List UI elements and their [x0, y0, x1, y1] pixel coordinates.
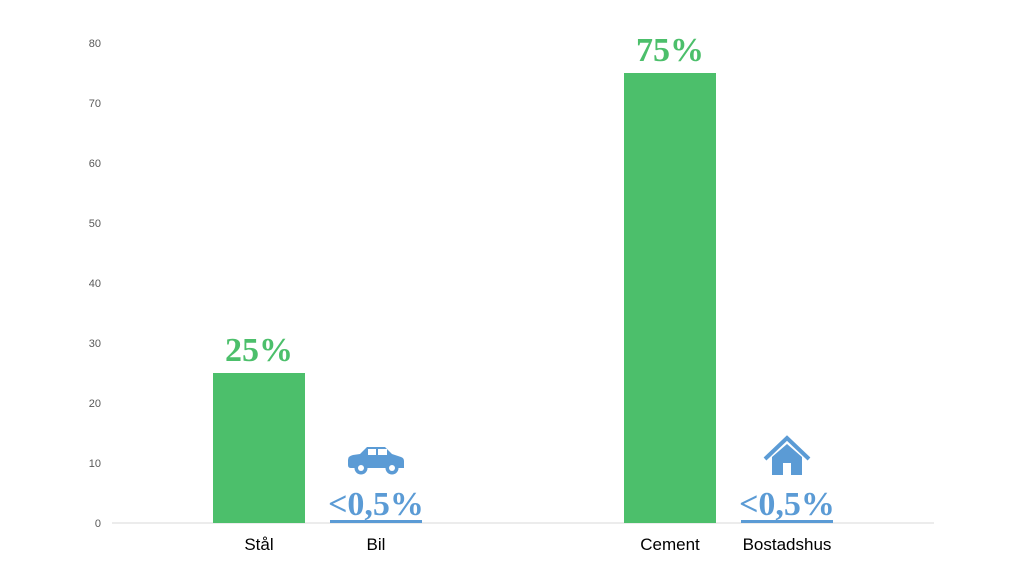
y-tick-label: 30: [89, 338, 101, 350]
bar-1: [330, 520, 422, 523]
car-icon: [348, 447, 404, 475]
bar-2: [624, 73, 716, 523]
data-labels-group: 25% <0,5% 75% <0,5%: [225, 32, 835, 523]
data-label: <0,5%: [328, 486, 424, 523]
category-labels-group: Stål Bil Cement Bostadshus: [244, 535, 831, 554]
category-label: Bil: [367, 535, 386, 554]
house-icon: [763, 435, 811, 475]
y-tick-label: 40: [89, 278, 101, 290]
bar-0: [213, 373, 305, 523]
bar-3: [741, 520, 833, 523]
category-label: Stål: [244, 535, 273, 554]
y-tick-label: 20: [89, 398, 101, 410]
y-tick-label: 70: [89, 98, 101, 110]
data-label: 75%: [636, 32, 704, 69]
y-axis: 0 10 20 30 40 50 60 70 80: [89, 38, 101, 530]
bars-group: [213, 73, 833, 523]
icons-group: [348, 435, 811, 475]
y-tick-label: 60: [89, 158, 101, 170]
category-label: Bostadshus: [743, 535, 832, 554]
y-tick-label: 80: [89, 38, 101, 50]
y-tick-label: 10: [89, 458, 101, 470]
category-label: Cement: [640, 535, 700, 554]
data-label: <0,5%: [739, 486, 835, 523]
data-label: 25%: [225, 332, 293, 369]
y-tick-label: 0: [95, 518, 101, 530]
y-tick-label: 50: [89, 218, 101, 230]
